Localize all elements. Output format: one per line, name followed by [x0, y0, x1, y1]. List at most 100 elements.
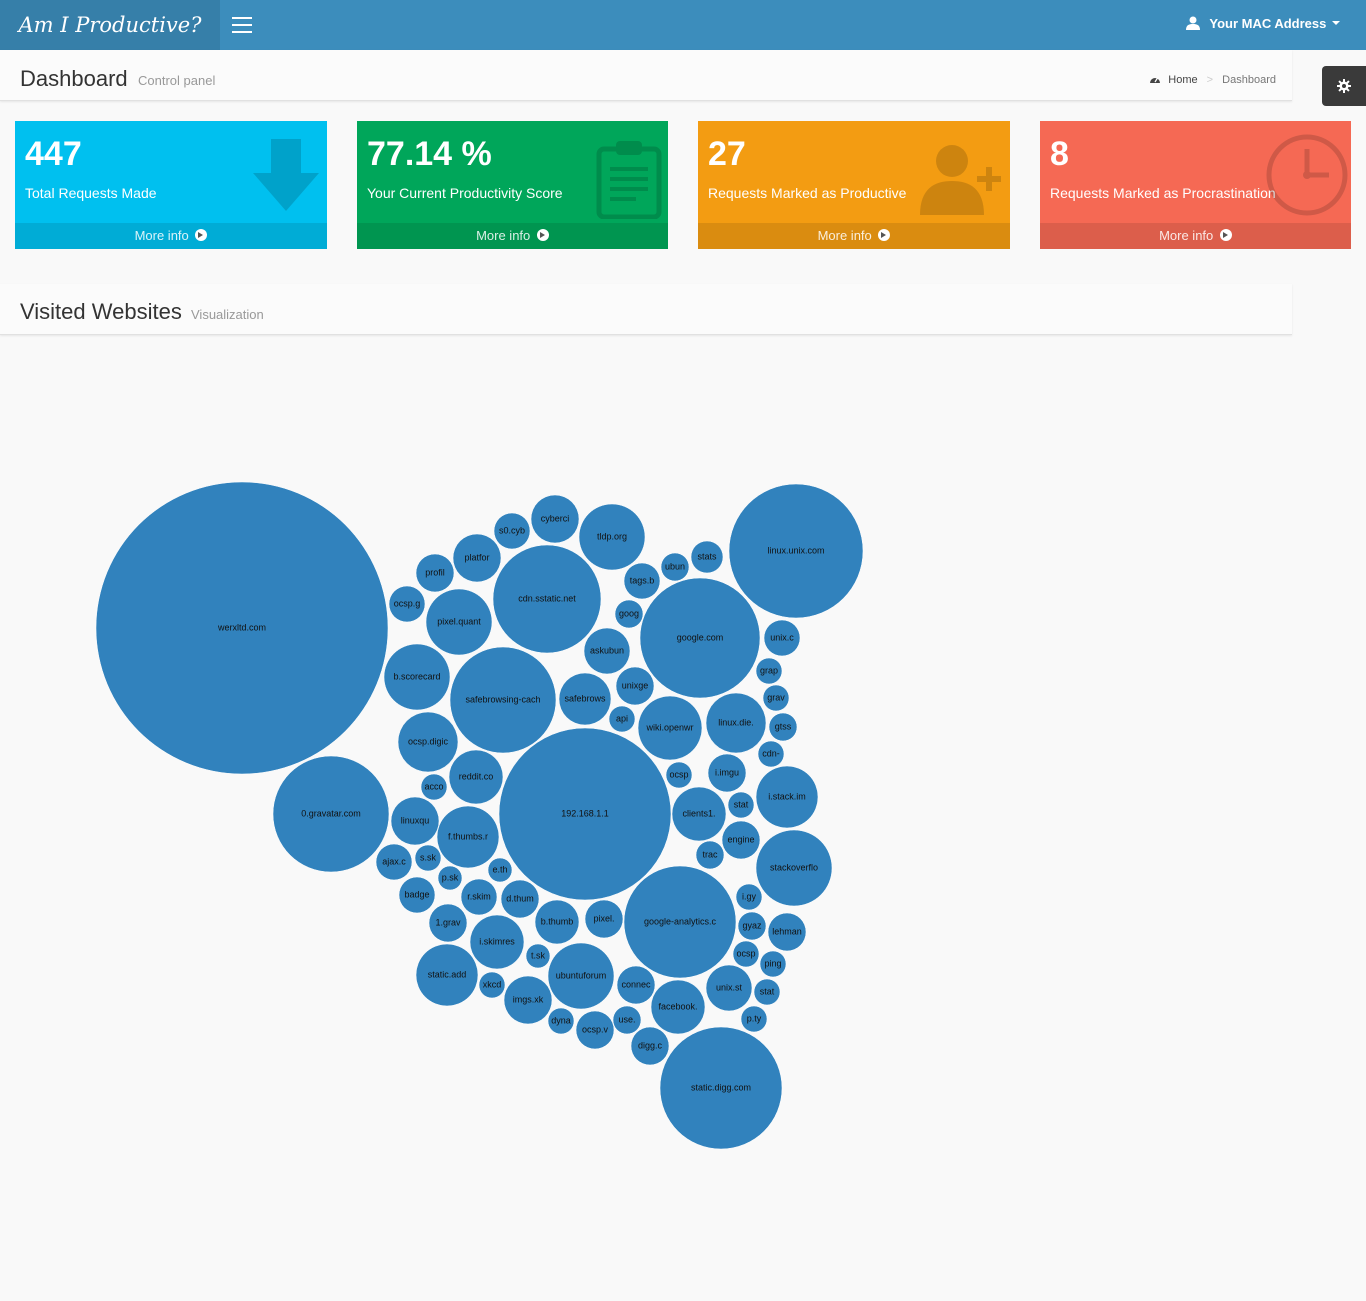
bubble[interactable]: e.th [487, 857, 513, 883]
bubble[interactable]: d.thum [500, 879, 540, 919]
bubble[interactable]: ping [759, 950, 787, 978]
bubble-circle[interactable] [753, 978, 781, 1006]
bubble-circle[interactable] [469, 914, 525, 970]
bubble-circle[interactable] [763, 619, 801, 657]
bubble[interactable]: clients1. [671, 786, 727, 842]
bubble-circle[interactable] [695, 840, 725, 870]
bubble[interactable]: werxltd.com [95, 481, 389, 775]
bubble-circle[interactable] [425, 588, 493, 656]
bubble-circle[interactable] [612, 1005, 642, 1035]
bubble-circle[interactable] [665, 761, 693, 789]
bubble-circle[interactable] [397, 711, 459, 773]
bubble[interactable]: unix.c [763, 619, 801, 657]
bubble[interactable]: connec [616, 965, 656, 1005]
bubble-circle[interactable] [478, 971, 506, 999]
bubble[interactable]: cdn- [757, 740, 785, 768]
bubble[interactable]: ocsp [732, 940, 760, 968]
bubble[interactable]: stat [753, 978, 781, 1006]
bubble-circle[interactable] [415, 553, 455, 593]
bubble[interactable]: ubuntuforum [547, 942, 615, 1010]
bubble[interactable]: tags.b [623, 562, 661, 600]
bubble[interactable]: 1.grav [428, 903, 468, 943]
bubble-circle[interactable] [740, 1005, 768, 1033]
bubble-circle[interactable] [547, 942, 615, 1010]
bubble-circle[interactable] [671, 786, 727, 842]
bubble-circle[interactable] [768, 712, 798, 742]
settings-button[interactable] [1322, 66, 1366, 106]
bubble-circle[interactable] [414, 844, 442, 872]
bubble[interactable]: gtss [768, 712, 798, 742]
bubble-circle[interactable] [420, 773, 448, 801]
bubble[interactable]: api [608, 705, 636, 733]
bubble[interactable]: i.gy [735, 883, 763, 911]
bubble[interactable]: unix.st [705, 964, 753, 1012]
bubble-circle[interactable] [608, 705, 636, 733]
bubble[interactable]: trac [695, 840, 725, 870]
bubble-circle[interactable] [737, 911, 767, 941]
bubble[interactable]: grav [762, 684, 790, 712]
bubble-circle[interactable] [705, 964, 753, 1012]
bubble[interactable]: linux.die. [705, 692, 767, 754]
bubble-circle[interactable] [428, 903, 468, 943]
bubble[interactable]: r.skim [460, 878, 498, 916]
bubble-circle[interactable] [660, 552, 690, 582]
bubble[interactable]: s0.cyb [493, 512, 531, 550]
bubble[interactable]: platfor [452, 533, 502, 583]
bubble-circle[interactable] [534, 899, 580, 945]
bubble-circle[interactable] [398, 876, 436, 914]
bubble-circle[interactable] [735, 883, 763, 911]
bubble[interactable]: ocsp.digic [397, 711, 459, 773]
bubble-circle[interactable] [639, 577, 761, 699]
bubble-circle[interactable] [460, 878, 498, 916]
bubble-circle[interactable] [390, 796, 440, 846]
bubble[interactable]: p.ty [740, 1005, 768, 1033]
bubble-circle[interactable] [487, 857, 513, 883]
bubble[interactable]: reddit.co [448, 749, 504, 805]
bubble-circle[interactable] [759, 950, 787, 978]
bubble-circle[interactable] [525, 943, 551, 969]
bubble[interactable]: static.digg.com [659, 1026, 783, 1150]
bubble[interactable]: xkcd [478, 971, 506, 999]
bubble-circle[interactable] [575, 1010, 615, 1050]
bubble-circle[interactable] [95, 481, 389, 775]
bubble-circle[interactable] [448, 749, 504, 805]
bubble[interactable]: gyaz [737, 911, 767, 941]
bubble[interactable]: t.sk [525, 943, 551, 969]
bubble-circle[interactable] [452, 533, 502, 583]
bubble-circle[interactable] [503, 975, 553, 1025]
bubble-circle[interactable] [498, 727, 672, 901]
bubble[interactable]: wiki.openwr [637, 695, 703, 761]
bubble-circle[interactable] [449, 646, 557, 754]
sidebar-toggle-button[interactable] [232, 17, 252, 33]
bubble[interactable]: tldp.org [578, 503, 646, 571]
bubble-circle[interactable] [623, 865, 737, 979]
bubble[interactable]: p.sk [437, 865, 463, 891]
bubble[interactable]: pixel.quant [425, 588, 493, 656]
bubble-circle[interactable] [388, 585, 426, 623]
bubble[interactable]: 0.gravatar.com [272, 755, 390, 873]
app-logo[interactable]: Am I Productive? [0, 0, 220, 50]
bubble[interactable]: b.thumb [534, 899, 580, 945]
bubble[interactable]: dyna [547, 1007, 575, 1035]
bubble-circle[interactable] [707, 753, 747, 793]
bubble[interactable]: ubun [660, 552, 690, 582]
bubble-circle[interactable] [630, 1026, 670, 1066]
bubble[interactable]: ocsp.v [575, 1010, 615, 1050]
bubble[interactable]: google.com [639, 577, 761, 699]
bubble-circle[interactable] [437, 865, 463, 891]
bubble-circle[interactable] [623, 562, 661, 600]
bubble[interactable]: askubun [583, 627, 631, 675]
bubble[interactable]: linux.unix.com [728, 483, 864, 619]
more-info-link[interactable]: More info [357, 223, 668, 249]
bubble[interactable]: ajax.c [375, 843, 413, 881]
bubble-circle[interactable] [755, 829, 833, 907]
bubble-circle[interactable] [583, 627, 631, 675]
bubble[interactable]: cdn.sstatic.net [492, 544, 602, 654]
bubble-circle[interactable] [558, 672, 612, 726]
bubble[interactable]: ocsp.g [388, 585, 426, 623]
bubble[interactable]: goog [614, 599, 644, 629]
bubble[interactable]: grap [755, 657, 783, 685]
bubble[interactable]: stat [727, 791, 755, 819]
bubble-circle[interactable] [493, 512, 531, 550]
bubble-circle[interactable] [727, 791, 755, 819]
